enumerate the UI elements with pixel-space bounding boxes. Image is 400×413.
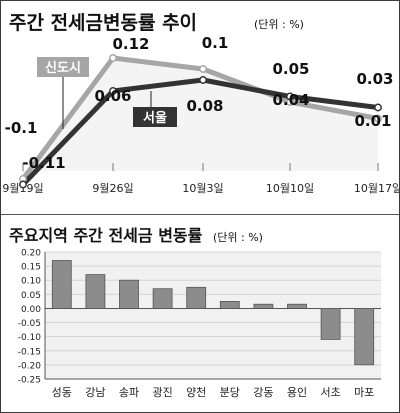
y-tick-label: 0.15: [21, 263, 41, 273]
data-label: 0.04: [272, 91, 309, 109]
y-tick-label: 0.00: [21, 305, 41, 315]
bar-chart-title: 주요지역 주간 전세금 변동률: [9, 226, 203, 245]
bar-6: [253, 303, 274, 309]
x-tick-label: 분당: [220, 386, 240, 399]
x-tick-label: 마포: [354, 386, 374, 399]
line-chart: 주간 전세금변동률 추이 (단위 : %) 9월19일 9월26일 10월3일 10월…: [2, 12, 399, 195]
x-tick-label: 10월10일: [266, 181, 314, 195]
data-label: 0.1: [202, 34, 229, 52]
y-tick-label: 0.10: [21, 277, 41, 287]
x-tick-label: 서초: [320, 386, 340, 399]
y-tick-label: -0.15: [18, 347, 41, 357]
bar-3: [152, 288, 173, 309]
data-label: 0.08: [186, 97, 223, 115]
y-tick-label: -0.05: [18, 319, 41, 329]
bar-4: [186, 286, 207, 309]
bar-chart: 주요지역 주간 전세금 변동률 (단위 : %) 0.20 0.15 0.10 0.0…: [9, 226, 381, 399]
x-tick-label: 강남: [85, 386, 105, 399]
bar-0: [51, 260, 72, 309]
y-tick-label: -0.25: [18, 376, 41, 386]
x-tick-label: 10월17일: [354, 181, 399, 195]
x-tick-label: 10월3일: [182, 181, 223, 195]
data-label: -0.1: [5, 119, 38, 137]
y-tick-label: 0.20: [21, 249, 41, 259]
x-tick-label: 용인: [287, 386, 307, 399]
series-point-0-1: [109, 54, 117, 62]
data-label: -0.11: [22, 154, 65, 172]
x-tick-label: 성동: [52, 386, 72, 399]
data-label: 0.03: [356, 70, 393, 88]
legend-box-shindosi: [37, 57, 89, 77]
bar-7: [287, 303, 307, 309]
x-tick-label: 양천: [186, 385, 206, 399]
data-label: 0.01: [354, 112, 391, 130]
legend-box-seoul: [133, 107, 177, 127]
x-tick-label: 송파: [119, 386, 139, 399]
chart-divider: [1, 214, 399, 215]
line-chart-unit: (단위 : %): [254, 18, 304, 31]
bar-8: [320, 308, 341, 340]
data-label: 0.06: [94, 87, 131, 105]
series-point-1-0: [19, 180, 27, 189]
data-label: 0.05: [272, 60, 309, 78]
series-point-1-1: [109, 87, 117, 95]
series-point-0-4: [374, 114, 382, 123]
data-label: 0.12: [112, 35, 149, 53]
series-point-1-2: [199, 76, 207, 84]
x-tick-label: 강동: [253, 386, 273, 399]
bar-chart-unit: (단위 : %): [213, 231, 263, 244]
x-tick-label: 광진: [152, 386, 172, 399]
bar-5: [219, 301, 240, 309]
bar-2: [119, 279, 139, 309]
bar-1: [85, 274, 106, 309]
bar-9: [354, 308, 375, 366]
legend-label-seoul: 서울: [143, 110, 167, 126]
y-tick-label: 0.05: [21, 291, 41, 301]
x-tick-label: 9월26일: [92, 181, 133, 195]
series-point-1-3: [286, 92, 294, 101]
y-tick-label: -0.10: [18, 333, 42, 343]
legend-label-shindosi: 신도시: [45, 61, 81, 76]
series-point-1-4: [374, 103, 382, 112]
line-chart-title: 주간 전세금변동률 추이: [9, 12, 197, 34]
series-point-0-2: [199, 65, 207, 73]
y-tick-label: -0.20: [18, 361, 42, 371]
